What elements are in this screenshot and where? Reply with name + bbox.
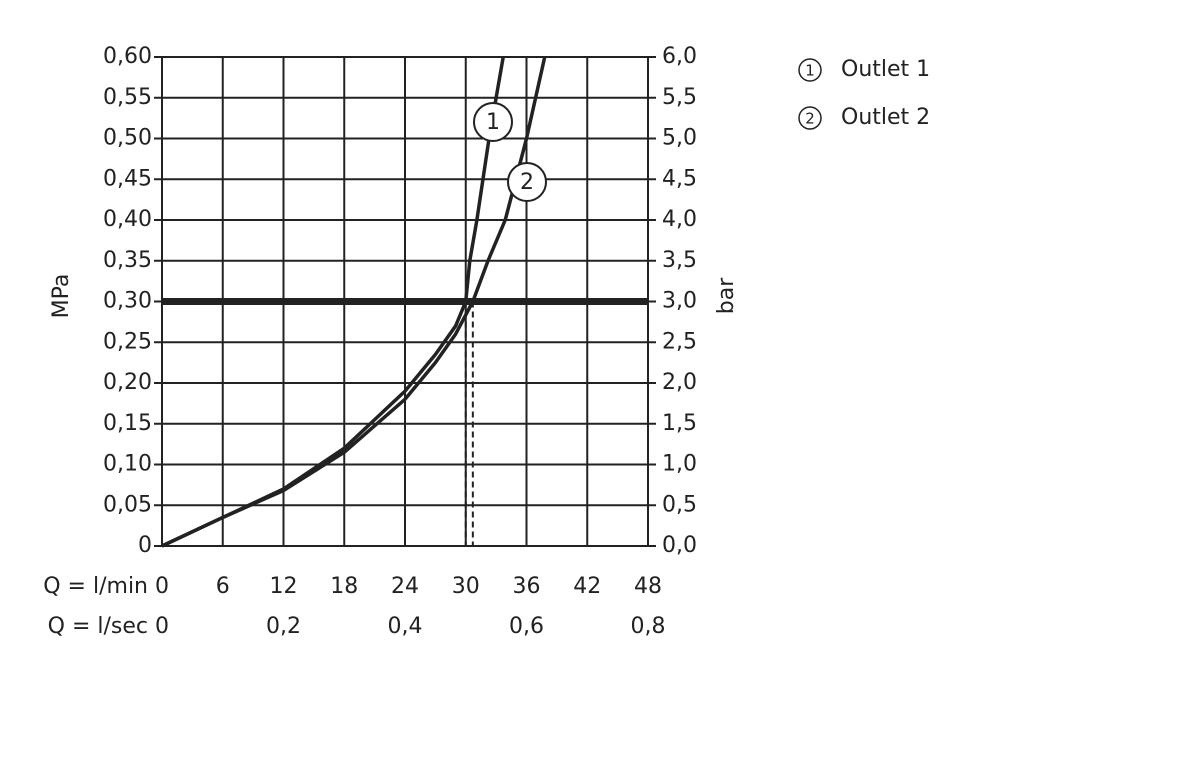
curve-label: 1 [486, 110, 500, 135]
y-tick-label: 0,50 [103, 126, 152, 151]
legend-symbol-label: 2 [805, 110, 815, 128]
x-tick-label: 0 [155, 574, 169, 599]
y-tick-label: 0,20 [103, 370, 152, 395]
y2-axis-label: bar [714, 277, 739, 314]
x2-tick-label: 0,2 [266, 614, 301, 639]
legend-symbol-label: 1 [805, 62, 815, 80]
y2-tick-label: 5,5 [662, 85, 697, 110]
y2-tick-label: 3,0 [662, 289, 697, 314]
x-tick-label: 48 [634, 574, 662, 599]
y2-tick-label: 0,5 [662, 492, 697, 517]
y-tick-label: 0,45 [103, 166, 152, 191]
legend-label: Outlet 1 [841, 57, 930, 82]
y2-tick-label: 2,0 [662, 370, 697, 395]
y-tick-label: 0,55 [103, 85, 152, 110]
y-tick-label: 0 [138, 533, 152, 558]
curve-label: 2 [520, 170, 534, 195]
y2-tick-label: 6,0 [662, 44, 697, 69]
y2-tick-label: 5,0 [662, 126, 697, 151]
curve-label-circle [473, 102, 513, 142]
plot-frame [161, 56, 649, 547]
x2-tick-label: 0,8 [631, 614, 666, 639]
y-tick-label: 0,35 [103, 248, 152, 273]
series-line [161, 56, 547, 548]
y2-tick-label: 4,5 [662, 166, 697, 191]
y2-tick-label: 1,0 [662, 452, 697, 477]
y2-tick-label: 0,0 [662, 533, 697, 558]
x2-tick-label: 0 [155, 614, 169, 639]
curve-label-circle [507, 162, 547, 202]
x-axis-label: Q = l/min [43, 574, 148, 599]
x-tick-label: 42 [573, 574, 601, 599]
y2-tick-label: 1,5 [662, 411, 697, 436]
x2-axis-label: Q = l/sec [48, 614, 148, 639]
x-tick-label: 12 [270, 574, 298, 599]
x-tick-label: 18 [330, 574, 358, 599]
y2-tick-label: 3,5 [662, 248, 697, 273]
y-axis-label: MPa [49, 274, 74, 319]
x-tick-label: 6 [216, 574, 230, 599]
y-tick-label: 0,15 [103, 411, 152, 436]
x-tick-label: 30 [452, 574, 480, 599]
y-tick-label: 0,10 [103, 452, 152, 477]
legend-symbol [798, 58, 822, 82]
y-tick-label: 0,25 [103, 329, 152, 354]
y2-tick-label: 2,5 [662, 329, 697, 354]
y-tick-label: 0,30 [103, 289, 152, 314]
x-tick-label: 24 [391, 574, 419, 599]
x2-tick-label: 0,4 [388, 614, 423, 639]
y-tick-label: 0,05 [103, 492, 152, 517]
x-tick-label: 36 [513, 574, 541, 599]
legend-label: Outlet 2 [841, 105, 930, 130]
x2-tick-label: 0,6 [509, 614, 544, 639]
y-tick-label: 0,40 [103, 207, 152, 232]
legend-symbol [798, 106, 822, 130]
y2-tick-label: 4,0 [662, 207, 697, 232]
y-tick-label: 0,60 [103, 44, 152, 69]
